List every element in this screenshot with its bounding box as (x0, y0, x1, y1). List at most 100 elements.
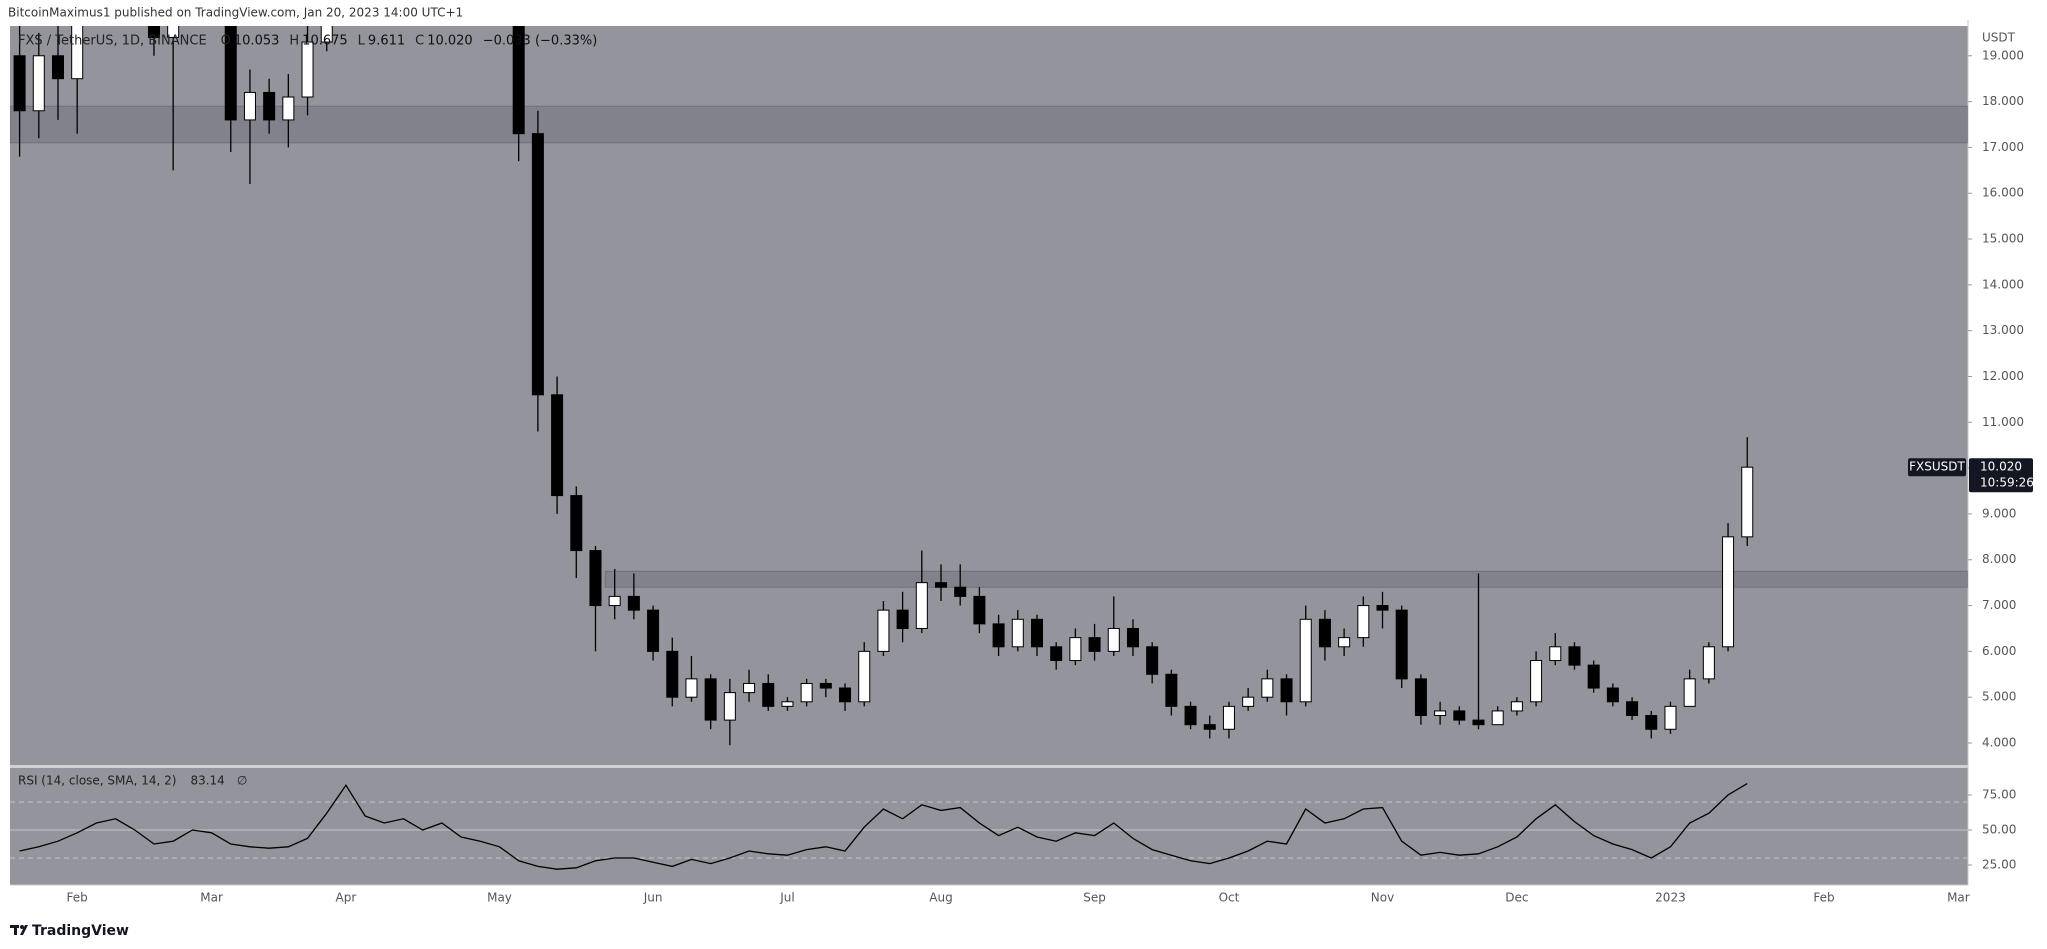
legend-key: O (221, 34, 231, 49)
x-tick-label: Apr (336, 891, 357, 905)
candle-body (915, 582, 928, 629)
footer-brand: TradingView (32, 923, 129, 939)
candle-body (935, 582, 948, 588)
candle-body (781, 701, 794, 707)
y-tick-label: 16.000 (1982, 186, 2024, 200)
candle-body (973, 595, 986, 625)
candle-body (243, 91, 256, 121)
x-tick-label: Mar (1947, 891, 1970, 905)
candle-body (1203, 724, 1216, 730)
x-tick-label: Jul (779, 891, 794, 905)
candle-body (282, 96, 295, 121)
rsi-line (19, 783, 1748, 870)
y-tick-label: 17.000 (1982, 140, 2024, 154)
candle-body (1645, 715, 1658, 730)
candle-body (1510, 701, 1523, 712)
candle-body (51, 55, 64, 80)
candle-body (723, 692, 736, 721)
y-tick-label: 12.000 (1982, 369, 2024, 383)
candle-body (762, 682, 775, 707)
x-tick-label: Nov (1371, 891, 1394, 905)
candle-body (1242, 696, 1255, 707)
resistance-zone (10, 105, 1968, 144)
candle-body (647, 609, 660, 652)
candle-body (704, 678, 717, 721)
legend-value: 10.020 (427, 34, 473, 49)
candle-body (147, 26, 160, 38)
rsi-value: 83.14 (190, 774, 224, 788)
candle-body (531, 133, 544, 396)
candle-body (1126, 627, 1139, 648)
y-tick-label: 11.000 (1982, 415, 2024, 429)
candle-body (896, 609, 909, 629)
price-tag-label: 10.020 (1980, 460, 2022, 474)
legend-key: C (415, 34, 424, 49)
candle-body (1568, 646, 1581, 666)
candle-body (1395, 609, 1408, 680)
rsi-title: RSI (14, close, SMA, 14, 2) (18, 774, 176, 788)
x-tick-label: Oct (1219, 891, 1240, 905)
candle-body (992, 623, 1005, 648)
candle-body (320, 26, 333, 43)
candle-body (1453, 710, 1466, 721)
symbol-tag-label: FXSUSDT (1909, 460, 1965, 474)
candle-body (954, 586, 967, 597)
price-plot (10, 26, 1968, 746)
x-tick-label: Aug (929, 891, 952, 905)
x-tick-label: Dec (1505, 891, 1528, 905)
candle-body (1549, 646, 1562, 662)
candle-body (666, 650, 679, 698)
candle-body (1338, 637, 1351, 648)
candle-body (1146, 646, 1159, 675)
y-tick-label: 6.000 (1982, 644, 2016, 658)
candle-body (877, 609, 890, 652)
candle-body (839, 687, 852, 703)
logo-part (20, 925, 28, 935)
x-tick-label: Jun (643, 891, 663, 905)
candle-body (263, 91, 276, 121)
candle-body (1587, 664, 1600, 689)
candle-body (1184, 705, 1197, 726)
candle-body (224, 26, 237, 121)
candle-body (819, 682, 832, 689)
legend-change: −0.033 (−0.33%) (483, 34, 598, 49)
resistance-zone (604, 570, 1968, 588)
candle-body (743, 682, 756, 694)
candle-body (1606, 687, 1619, 703)
candle-body (1414, 678, 1427, 717)
y-tick-label: 13.000 (1982, 323, 2024, 337)
candle-body (1030, 618, 1043, 648)
x-tick-label: Feb (1813, 891, 1834, 905)
x-tick-label: Sep (1083, 891, 1106, 905)
candle-body (71, 26, 84, 80)
y-tick-label: 7.000 (1982, 598, 2016, 612)
candle-body (1280, 678, 1293, 703)
x-tick-label: 2023 (1655, 891, 1686, 905)
y-tick-label: 14.000 (1982, 277, 2024, 291)
candle-body (512, 26, 525, 135)
candle-body (1530, 660, 1543, 703)
legend-value: 9.611 (368, 34, 405, 49)
y-tick-label: 15.000 (1982, 232, 2024, 246)
candle-body (1376, 605, 1389, 611)
candle-body (1088, 637, 1101, 652)
rsi-pane (10, 768, 1968, 885)
y-tick-label: 18.000 (1982, 94, 2024, 108)
x-tick-label: May (487, 891, 512, 905)
logo-part (14, 925, 17, 935)
candle-body (685, 678, 698, 698)
candle-body (1472, 719, 1485, 726)
candle-body (13, 55, 26, 112)
price-pane (10, 26, 1968, 765)
x-tick-label: Feb (67, 891, 88, 905)
rsi-y-tick-label: 25.00 (1982, 857, 2016, 871)
candle-body (1626, 701, 1639, 717)
candle-body (301, 41, 314, 98)
candle-body (608, 595, 621, 607)
candle-body (1261, 678, 1274, 698)
candle-body (570, 495, 583, 552)
candle-body (800, 682, 813, 703)
candle-body (1069, 637, 1082, 662)
candle-body (1741, 466, 1754, 538)
